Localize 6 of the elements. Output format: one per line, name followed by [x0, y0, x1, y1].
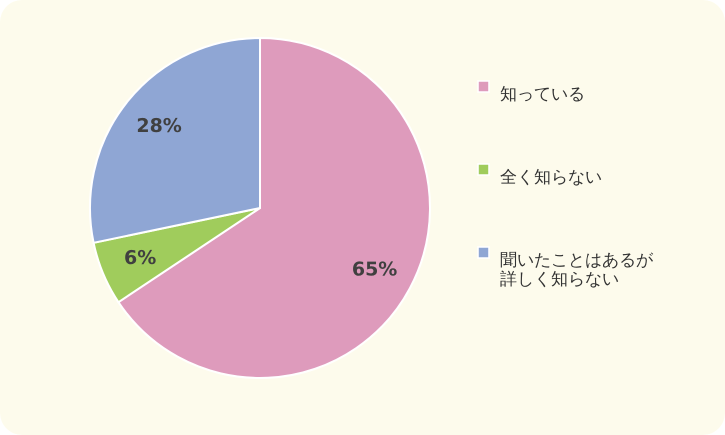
data-label: 6%	[124, 247, 156, 270]
legend-label: 知っている	[500, 84, 585, 104]
data-label: 28%	[136, 115, 182, 138]
legend-label: 聞いたことはあるが詳しく知らない	[500, 250, 654, 290]
legend-label: 全く知らない	[500, 168, 602, 188]
data-label: 65%	[352, 258, 398, 280]
